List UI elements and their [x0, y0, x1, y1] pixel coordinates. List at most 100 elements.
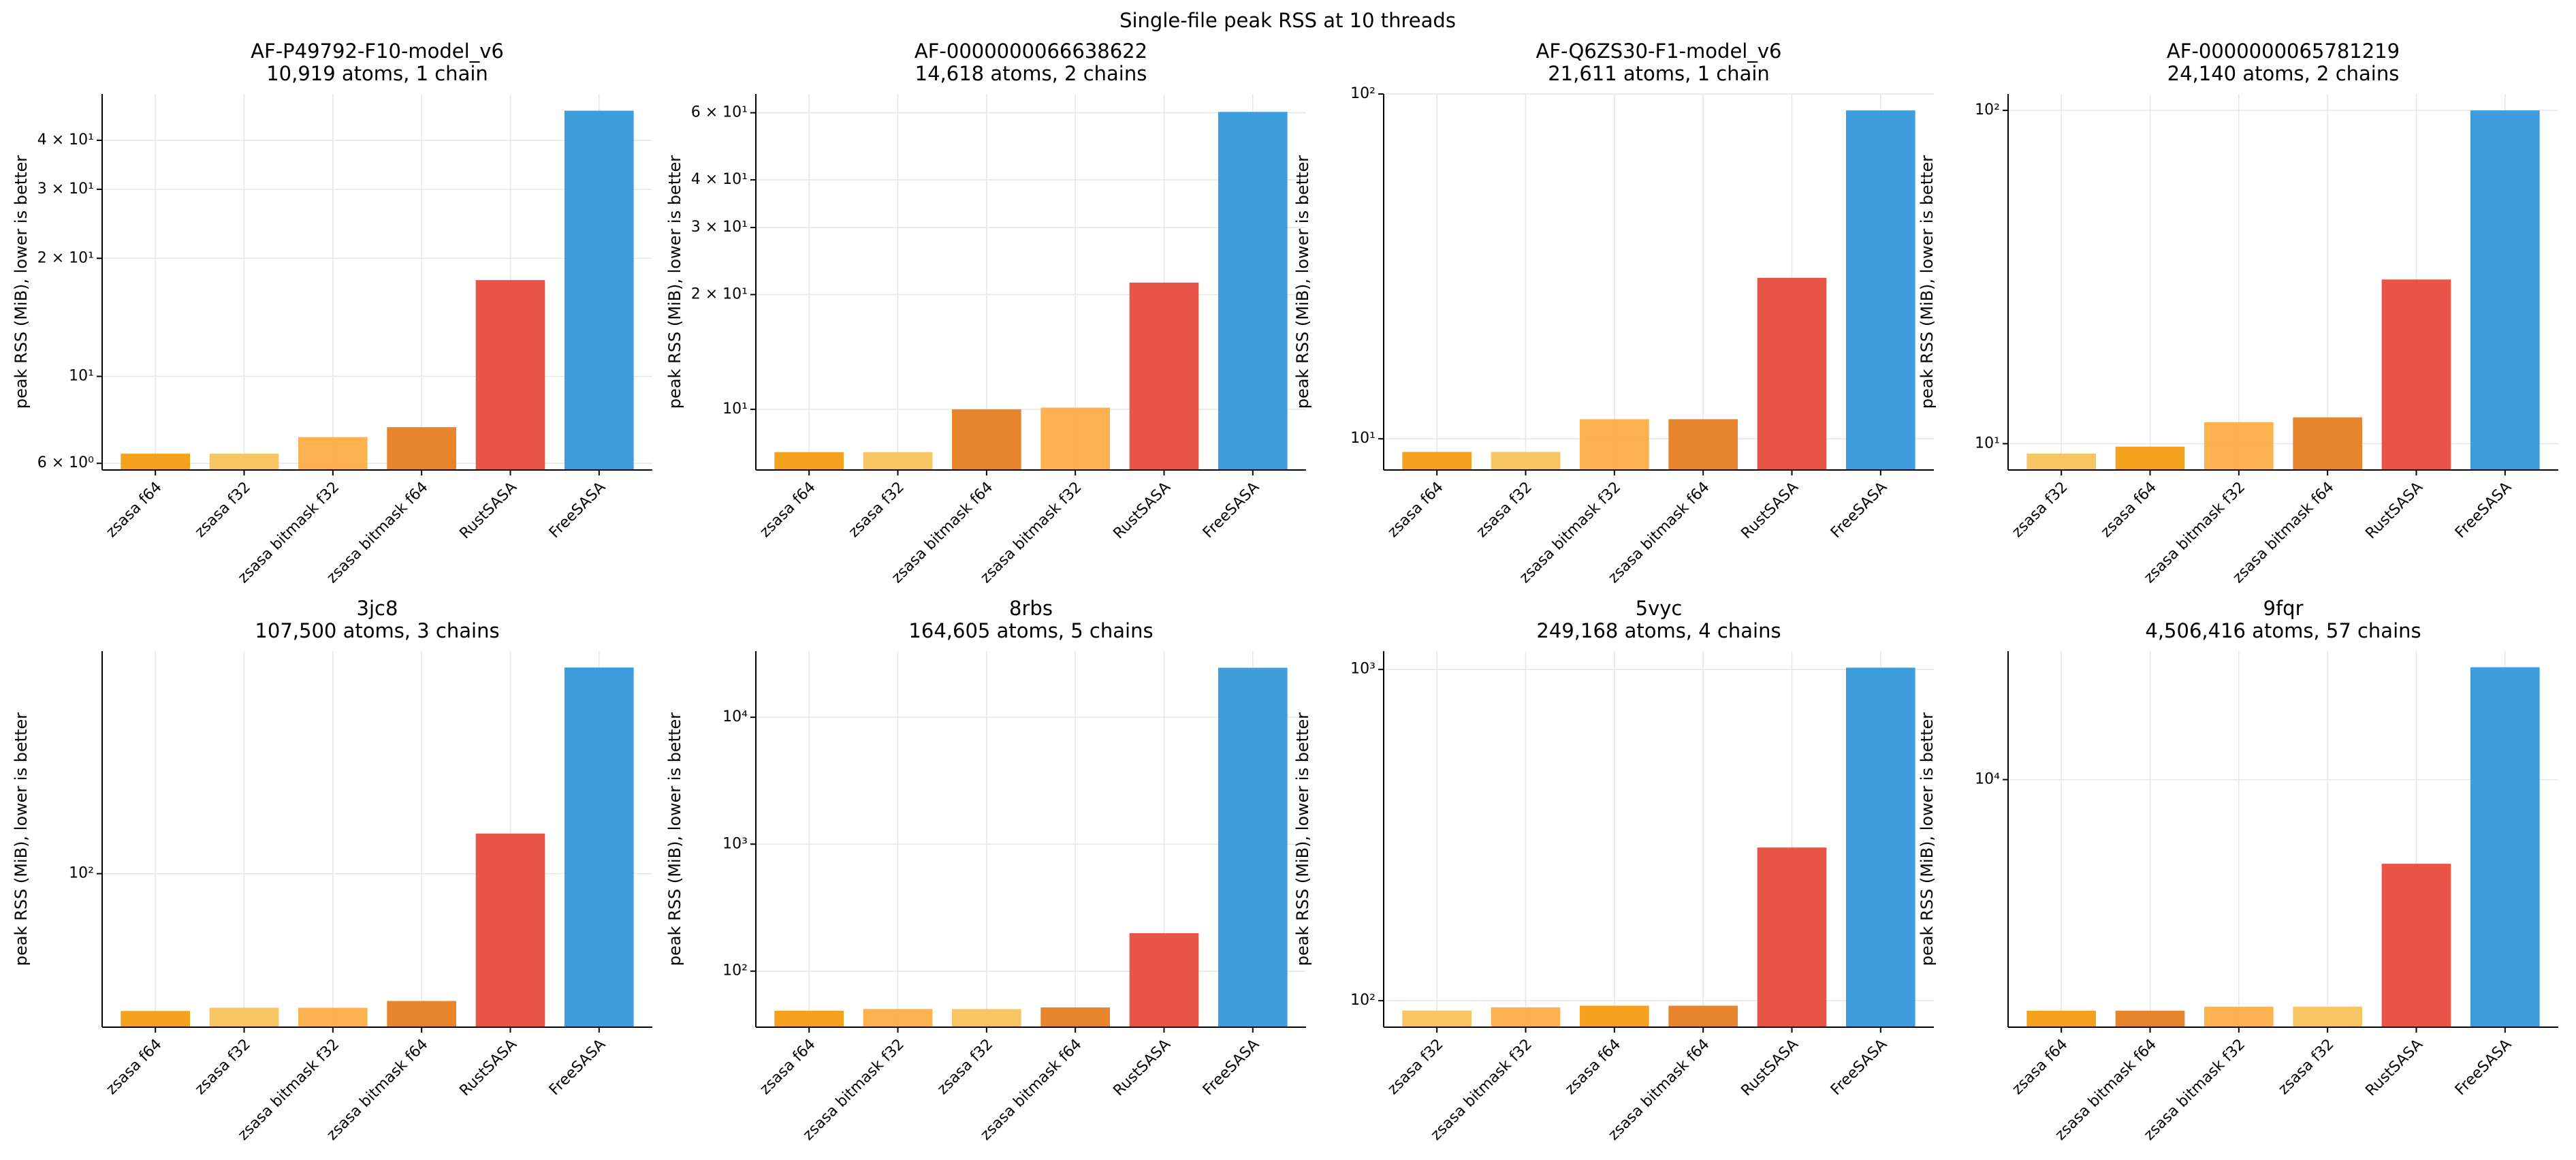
x-tick-label: zsasa bitmask f64: [2229, 479, 2337, 586]
y-tick-label: 10¹: [722, 401, 748, 418]
y-tick-label: 10³: [722, 835, 748, 852]
subplot: 6 × 10⁰ 10¹ 2 × 10¹ 3 × 10¹ 4 × 10¹ zsasa f64…: [12, 40, 652, 586]
y-axis-label: peak RSS (MiB), lower is better: [12, 712, 31, 966]
y-tick-label: 10⁴: [1975, 771, 2000, 788]
bar: [564, 110, 634, 470]
x-tick-label: zsasa f64: [2009, 1036, 2071, 1098]
bar: [2204, 1007, 2274, 1027]
x-tick-label: zsasa f32: [934, 1036, 996, 1098]
y-tick-label: 3 × 10¹: [37, 181, 94, 198]
x-tick-label: zsasa bitmask f64: [323, 1036, 431, 1144]
bar: [387, 1001, 456, 1027]
bar: [1580, 419, 1649, 470]
y-tick-label: 10²: [722, 962, 748, 979]
y-tick-label: 2 × 10¹: [37, 249, 94, 266]
y-axis-label: peak RSS (MiB), lower is better: [1293, 712, 1312, 966]
bar: [1218, 668, 1288, 1027]
y-axis-label: peak RSS (MiB), lower is better: [665, 712, 684, 966]
x-tick-label: zsasa bitmask f64: [2052, 1036, 2160, 1144]
y-axis-label: peak RSS (MiB), lower is better: [1293, 155, 1312, 409]
subplot-title: 8rbs: [1009, 597, 1053, 620]
subplot-subtitle: 14,618 atoms, 2 chains: [915, 62, 1147, 85]
bar: [1845, 668, 1915, 1027]
x-tick-label: zsasa f32: [1384, 1036, 1446, 1098]
bar: [1040, 1007, 1110, 1027]
y-tick-label: 10⁴: [722, 708, 748, 725]
bar: [2115, 1010, 2185, 1027]
x-tick-label: RustSASA: [1110, 479, 1173, 542]
y-tick-label: 6 × 10¹: [691, 104, 748, 121]
x-tick-label: zsasa f32: [846, 479, 908, 541]
x-tick-label: RustSASA: [1738, 1036, 1801, 1099]
bar: [475, 280, 545, 470]
subplot-subtitle: 249,168 atoms, 4 chains: [1536, 619, 1781, 642]
bar: [1402, 1010, 1472, 1027]
x-tick-label: RustSASA: [456, 1036, 520, 1099]
subplot-title: AF-0000000065781219: [2167, 40, 2400, 63]
bar: [564, 667, 634, 1027]
bar: [1491, 452, 1561, 470]
x-tick-label: FreeSASA: [1828, 1036, 1890, 1099]
bar: [774, 1010, 844, 1027]
figure-title: Single-file peak RSS at 10 threads: [1119, 9, 1456, 32]
x-tick-label: zsasa bitmask f32: [800, 1036, 908, 1144]
x-tick-label: zsasa f32: [192, 1036, 254, 1098]
x-tick-label: RustSASA: [2362, 1036, 2426, 1099]
x-tick-label: zsasa f32: [2275, 1036, 2337, 1098]
y-tick-label: 4 × 10¹: [691, 171, 748, 188]
y-axis-label: peak RSS (MiB), lower is better: [1918, 155, 1937, 409]
bar: [2470, 667, 2540, 1027]
x-tick-label: zsasa bitmask f32: [235, 479, 343, 586]
bar: [2204, 422, 2274, 470]
x-tick-label: zsasa bitmask f32: [1516, 479, 1624, 586]
bar: [1757, 277, 1827, 470]
x-tick-label: zsasa f64: [757, 1036, 818, 1098]
bar: [952, 409, 1021, 470]
bar: [863, 1009, 933, 1027]
bar: [209, 454, 279, 470]
x-tick-label: zsasa bitmask f32: [235, 1036, 343, 1144]
x-tick-label: FreeSASA: [1828, 479, 1890, 542]
x-tick-label: RustSASA: [1110, 1036, 1173, 1099]
y-tick-label: 10³: [1350, 661, 1376, 678]
subplot-subtitle: 164,605 atoms, 5 chains: [908, 619, 1153, 642]
x-tick-label: zsasa bitmask f64: [1605, 1036, 1713, 1144]
subplot-subtitle: 24,140 atoms, 2 chains: [2167, 62, 2400, 85]
x-tick-label: zsasa bitmask f64: [977, 1036, 1085, 1144]
bar: [298, 1007, 368, 1027]
bar: [1402, 452, 1472, 470]
bar: [1668, 1005, 1738, 1027]
x-tick-label: FreeSASA: [546, 479, 609, 542]
bar: [1580, 1005, 1649, 1027]
y-tick-label: 6 × 10⁰: [37, 454, 94, 471]
x-tick-label: zsasa bitmask f64: [889, 479, 996, 586]
y-tick-label: 10²: [69, 865, 94, 882]
x-tick-label: FreeSASA: [1200, 479, 1262, 542]
bar: [1040, 407, 1110, 470]
x-tick-label: RustSASA: [2362, 479, 2426, 542]
subplot-title: 9fqr: [2263, 597, 2304, 620]
subplot-title: AF-P49792-F10-model_v6: [251, 40, 504, 63]
x-tick-label: FreeSASA: [1200, 1036, 1262, 1099]
x-tick-label: zsasa bitmask f64: [1605, 479, 1713, 586]
bar: [2381, 279, 2451, 470]
bar: [2026, 453, 2097, 470]
y-tick-label: 2 × 10¹: [691, 285, 748, 302]
bar: [121, 454, 191, 470]
bar: [774, 452, 844, 470]
bar: [209, 1007, 279, 1027]
subplot-title: 3jc8: [357, 597, 398, 620]
y-tick-label: 10¹: [1350, 430, 1376, 447]
x-tick-label: FreeSASA: [2452, 479, 2515, 542]
bar: [2470, 110, 2540, 471]
y-tick-label: 10²: [1975, 101, 2000, 119]
bar: [298, 437, 368, 470]
bar: [1218, 112, 1288, 471]
